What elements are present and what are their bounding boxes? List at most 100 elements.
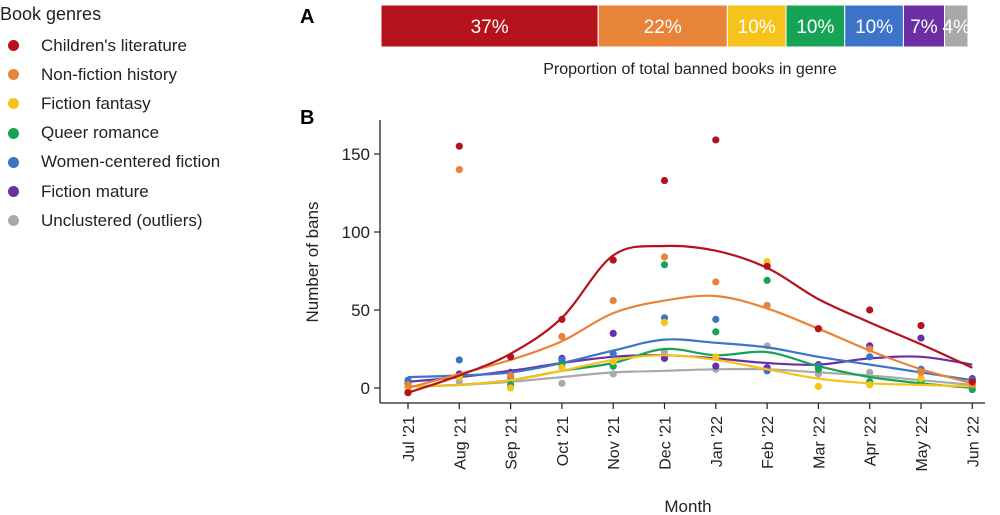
legend-marker xyxy=(8,40,19,52)
data-point xyxy=(660,261,669,269)
proportion-label: 22% xyxy=(644,17,682,38)
legend-marker xyxy=(8,156,19,168)
legend-label: Fiction fantasy xyxy=(41,93,151,113)
data-point xyxy=(814,365,823,373)
data-point xyxy=(609,256,617,264)
data-point xyxy=(814,382,823,391)
data-point xyxy=(558,332,566,341)
data-point xyxy=(814,325,823,333)
legend-label: Women-centered fiction xyxy=(41,152,221,172)
data-point xyxy=(660,176,669,185)
y-tick-label: 100 xyxy=(342,223,370,242)
data-point xyxy=(763,262,771,270)
series-line xyxy=(407,338,973,382)
x-tick-label: Dec '21 xyxy=(658,416,675,470)
data-point xyxy=(558,315,566,323)
legend-item: Unclustered (outliers) xyxy=(0,206,290,235)
legend-label: Unclustered (outliers) xyxy=(41,210,203,230)
data-point xyxy=(917,375,925,383)
legend-item: Non-fiction history xyxy=(0,60,290,89)
data-point xyxy=(712,136,720,144)
legend-item: Fiction mature xyxy=(0,177,290,206)
data-point xyxy=(866,353,874,361)
data-point xyxy=(712,315,720,323)
data-point xyxy=(507,353,515,361)
panel-b-letter: B xyxy=(300,107,314,129)
data-point xyxy=(712,353,720,361)
data-point xyxy=(609,357,617,366)
series-line xyxy=(407,294,973,390)
proportion-label: 10% xyxy=(738,17,776,38)
data-point xyxy=(968,378,976,386)
x-axis-title: Month xyxy=(664,497,711,515)
proportion-label: 7% xyxy=(910,17,938,38)
data-point xyxy=(917,334,925,342)
legend-marker xyxy=(8,127,19,139)
legend-title: Book genres xyxy=(0,4,102,24)
x-tick-label: Nov '21 xyxy=(606,416,623,470)
data-point xyxy=(455,166,463,174)
proportion-label: 10% xyxy=(855,17,893,38)
legend-label: Children's literature xyxy=(41,35,187,55)
data-point xyxy=(609,329,617,337)
legend-item: Fiction fantasy xyxy=(0,89,290,118)
x-tick-label: Aug '21 xyxy=(452,416,469,470)
proportion-bar: 37% 22% 10% 10% 10% 7% 4% xyxy=(380,4,971,48)
data-point xyxy=(455,356,463,364)
proportion-label: 10% xyxy=(796,17,834,38)
series-line xyxy=(407,354,973,388)
data-point xyxy=(558,364,566,372)
data-point xyxy=(866,381,874,389)
legend-label: Non-fiction history xyxy=(41,64,178,84)
data-point xyxy=(455,142,463,150)
proportion-label: 4% xyxy=(943,17,971,38)
data-point xyxy=(660,253,669,261)
legend: Book genres Children's literature Non-fi… xyxy=(0,4,290,235)
data-point xyxy=(404,389,412,397)
data-point xyxy=(404,381,412,389)
data-point xyxy=(866,306,874,314)
x-tick-label: Mar '22 xyxy=(811,416,828,469)
proportion-segment xyxy=(944,4,969,48)
proportion-segment xyxy=(380,4,599,48)
data-point xyxy=(507,371,515,380)
legend-item: Women-centered fiction xyxy=(0,148,290,177)
data-point xyxy=(660,348,669,356)
data-point xyxy=(609,350,617,358)
x-tick-label: Feb '22 xyxy=(760,416,777,469)
data-point xyxy=(660,318,669,327)
x-tick-label: Sep '21 xyxy=(504,416,521,470)
y-tick-label: 50 xyxy=(351,301,370,320)
legend-label: Fiction mature xyxy=(41,181,149,201)
legend-label: Queer romance xyxy=(41,123,160,143)
y-tick-label: 0 xyxy=(361,379,370,398)
x-tick-label: Jan '22 xyxy=(709,416,726,467)
proportion-label: 37% xyxy=(471,17,509,38)
data-point xyxy=(609,297,617,305)
x-tick-label: Jun '22 xyxy=(965,416,982,467)
data-point xyxy=(866,345,874,353)
legend-marker xyxy=(8,98,19,110)
line-chart: 0 50 100 150 Jul '21 Aug '21 Sep '21 Oct '21 Nov… xyxy=(303,120,985,515)
data-point xyxy=(712,362,720,370)
x-tick-label: May '22 xyxy=(914,416,931,472)
data-point xyxy=(917,322,925,330)
data-point xyxy=(763,276,771,284)
data-point xyxy=(917,368,925,376)
legend-marker xyxy=(8,215,19,227)
data-point xyxy=(609,370,617,378)
proportion-segment xyxy=(785,4,846,48)
legend-item: Children's literature xyxy=(0,31,290,60)
data-point xyxy=(763,301,771,309)
legend-marker xyxy=(8,69,19,81)
series-line xyxy=(407,367,973,388)
data-point xyxy=(660,354,669,362)
x-tick-label: Oct '21 xyxy=(555,416,572,466)
data-point xyxy=(712,278,720,286)
x-tick-label: Jul '21 xyxy=(401,416,418,462)
data-point xyxy=(712,328,720,336)
data-point xyxy=(866,368,874,376)
legend-marker xyxy=(8,186,19,198)
legend-item: Queer romance xyxy=(0,119,290,148)
